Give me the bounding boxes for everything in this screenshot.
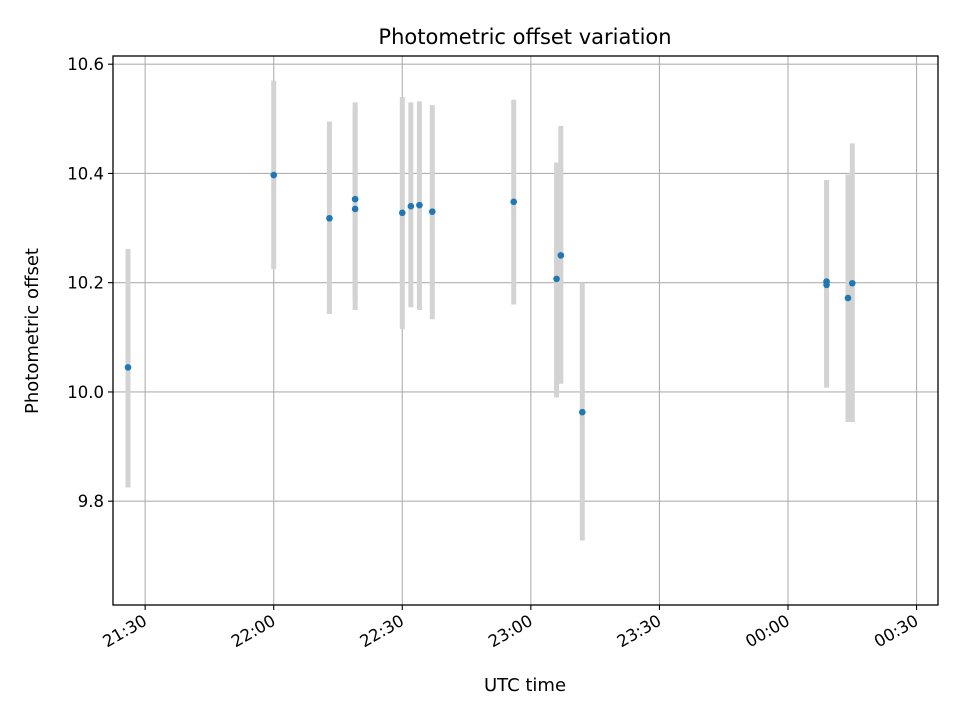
data-point bbox=[578, 408, 586, 416]
y-axis: 9.8 10.0 10.2 10.4 10.6 bbox=[67, 55, 113, 511]
data-point bbox=[351, 195, 359, 203]
data-points bbox=[124, 171, 856, 416]
data-point bbox=[326, 214, 333, 222]
chart-title: Photometric offset variation bbox=[378, 25, 671, 49]
y-tick-label: 10.2 bbox=[67, 274, 104, 293]
data-point bbox=[407, 202, 415, 210]
x-axis-label: UTC time bbox=[484, 675, 566, 696]
data-point bbox=[553, 275, 560, 283]
data-point bbox=[557, 252, 565, 259]
data-point bbox=[270, 171, 278, 179]
y-tick-label: 10.0 bbox=[67, 383, 104, 402]
data-point bbox=[124, 364, 132, 371]
data-point bbox=[823, 281, 830, 289]
data-point bbox=[848, 279, 856, 287]
data-point bbox=[398, 209, 406, 217]
y-tick-label: 9.8 bbox=[78, 492, 104, 511]
data-point bbox=[416, 201, 423, 209]
data-point bbox=[351, 205, 359, 213]
data-point bbox=[428, 208, 436, 215]
data-point bbox=[844, 294, 852, 302]
data-point bbox=[510, 198, 518, 206]
y-tick-label: 10.6 bbox=[67, 55, 104, 74]
y-tick-label: 10.4 bbox=[67, 164, 104, 183]
y-axis-label: Photometric offset bbox=[22, 248, 43, 414]
plot-frame bbox=[112, 55, 939, 606]
